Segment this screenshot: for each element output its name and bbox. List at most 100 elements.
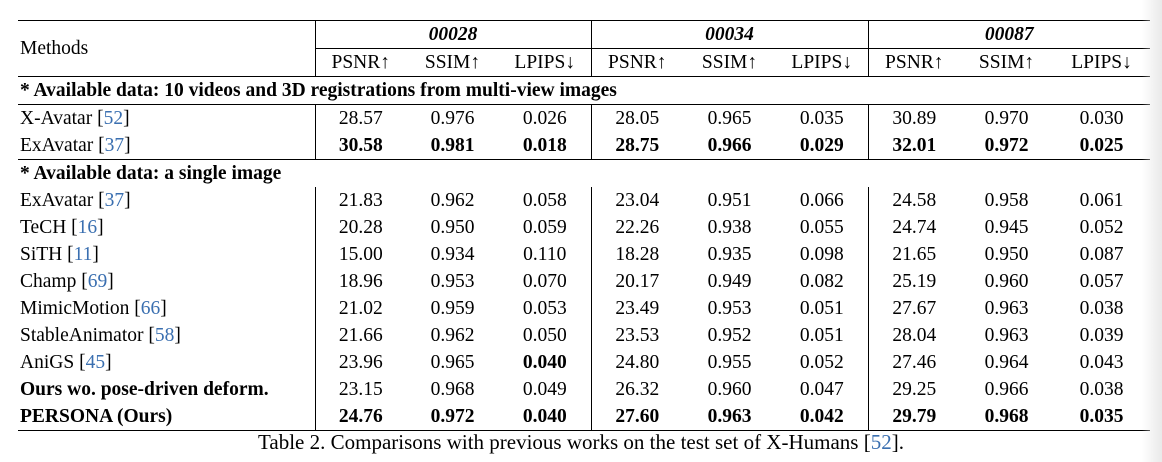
- metric-value-cell: 0.960: [984, 270, 1029, 292]
- metric-value-cell: 0.963: [984, 297, 1029, 319]
- metric-header-psnr: PSNR↑: [885, 51, 944, 73]
- metric-value-cell: 0.981: [430, 134, 475, 156]
- citation-link[interactable]: 66: [140, 297, 161, 319]
- header-row-metrics: PSNR↑ SSIM↑ LPIPS↓ PSNR↑ SSIM↑ LPIPS↓ PS…: [18, 48, 1150, 77]
- metric-value-cell: 0.082: [776, 268, 869, 295]
- metric-value-cell: 30.58: [338, 134, 383, 156]
- metric-value-cell: 0.057: [1079, 270, 1124, 292]
- metric-value-cell: 26.32: [615, 378, 660, 400]
- method-name: AniGS: [20, 351, 75, 373]
- metric-value-cell: 0.972: [984, 134, 1029, 156]
- metric-value-cell: 0.040: [499, 403, 592, 431]
- metric-value-cell: 0.025: [1079, 134, 1124, 156]
- caption-citation[interactable]: 52: [870, 430, 892, 454]
- metric-value-cell: 27.60: [591, 403, 684, 431]
- method-name: Ours wo. pose-driven deform.: [20, 378, 269, 400]
- metric-value-cell: 28.05: [591, 104, 684, 132]
- metric-value-cell: 28.75: [615, 134, 660, 156]
- method-name-cell: TeCH [16]: [18, 214, 316, 241]
- metric-value-cell: 0.035: [1053, 403, 1151, 431]
- metric-header-ssim: SSIM↑: [424, 51, 481, 73]
- citation-link[interactable]: 37: [104, 134, 125, 156]
- metric-value-cell: 0.951: [707, 189, 752, 211]
- metric-value-cell: 0.959: [430, 297, 475, 319]
- table-row: PERSONA (Ours) 24.76 0.972 0.040 27.60 0.963 0…: [18, 403, 1151, 431]
- metric-header-lpips: LPIPS↓: [1071, 51, 1132, 73]
- comparison-table: Methods 00028 00034 00087 PSNR↑ SSIM↑ LP…: [18, 20, 1151, 431]
- section-title: * Available data: a single image: [18, 159, 1151, 187]
- metric-value-cell: 0.026: [499, 104, 592, 132]
- metric-value-cell: 21.65: [892, 243, 937, 265]
- metric-value-cell: 28.57: [315, 104, 406, 132]
- method-name: MimicMotion: [20, 297, 130, 319]
- metric-value-cell: 0.066: [776, 187, 869, 214]
- metric-value-cell: 0.055: [776, 214, 869, 241]
- metric-value-cell: 25.19: [892, 270, 937, 292]
- group-header-00087: 00087: [868, 20, 1151, 49]
- method-name-cell: AniGS [45]: [18, 349, 316, 376]
- table-row: X-Avatar [52] 28.57 0.976 0.026 28.05 0.965 0.…: [18, 104, 1151, 132]
- metric-value-cell: 24.74: [892, 216, 937, 238]
- metric-value-cell: 0.963: [683, 403, 777, 431]
- metric-value-cell: 0.059: [499, 214, 592, 241]
- metric-value-cell: 0.964: [984, 351, 1029, 373]
- metric-value-cell: 0.938: [707, 216, 752, 238]
- metric-value-cell: 0.966: [984, 378, 1029, 400]
- citation-link[interactable]: 16: [77, 216, 98, 238]
- method-name: PERSONA (Ours): [20, 405, 173, 427]
- metric-value-cell: 30.89: [868, 104, 961, 132]
- method-name: SiTH: [20, 243, 63, 265]
- caption-end: ].: [891, 430, 904, 454]
- method-name-cell: SiTH [11]: [18, 241, 316, 268]
- method-name-cell: Ours wo. pose-driven deform.: [18, 376, 316, 403]
- metric-value-cell: 0.962: [430, 189, 475, 211]
- metric-value-cell: 23.96: [338, 351, 383, 373]
- metric-header-lpips: LPIPS↓: [776, 48, 869, 77]
- metric-value-cell: 0.953: [430, 270, 475, 292]
- metric-value-cell: 18.28: [615, 243, 660, 265]
- metric-header-lpips: LPIPS↓: [499, 48, 592, 77]
- methods-header: Methods: [18, 20, 316, 77]
- metric-header-ssim: SSIM↑: [978, 51, 1035, 73]
- section-header-row: * Available data: a single image: [18, 159, 1151, 187]
- metric-value-cell: 0.958: [984, 189, 1029, 211]
- table-caption: Table 2. Comparisons with previous works…: [0, 430, 1162, 455]
- metric-value-cell: 23.04: [615, 189, 660, 211]
- citation-link[interactable]: 45: [85, 351, 106, 373]
- metric-value-cell: 0.962: [430, 324, 475, 346]
- metric-value-cell: 0.968: [960, 403, 1054, 431]
- metric-value-cell: 0.052: [1079, 216, 1124, 238]
- metric-value-cell: 0.955: [707, 351, 752, 373]
- section-header-row: * Available data: 10 videos and 3D regis…: [18, 76, 1151, 105]
- citation-link[interactable]: 37: [104, 189, 125, 211]
- header-row-groups: Methods 00028 00034 00087: [18, 20, 1151, 77]
- metric-value-cell: 0.976: [406, 104, 499, 132]
- metric-value-cell: 0.051: [776, 322, 869, 349]
- metric-value-cell: 18.96: [338, 270, 383, 292]
- metric-header-psnr: PSNR↑: [331, 51, 391, 73]
- method-name-cell: ExAvatar [37]: [18, 132, 316, 160]
- metric-value-cell: 0.965: [430, 351, 475, 373]
- citation-link[interactable]: 58: [154, 324, 175, 346]
- metric-value-cell: 0.968: [430, 378, 475, 400]
- caption-text: Table 2. Comparisons with previous works…: [258, 430, 871, 454]
- metric-value-cell: 32.01: [892, 134, 937, 156]
- group-header-00028: 00028: [315, 20, 592, 49]
- metric-value-cell: 24.58: [892, 189, 937, 211]
- metric-value-cell: 0.050: [499, 322, 592, 349]
- metric-value-cell: 0.950: [430, 216, 475, 238]
- method-name: ExAvatar: [20, 134, 94, 156]
- metric-value-cell: 23.15: [338, 378, 383, 400]
- metric-value-cell: 0.935: [707, 243, 752, 265]
- metric-value-cell: 0.972: [406, 403, 499, 431]
- metric-value-cell: 15.00: [338, 243, 383, 265]
- citation-link[interactable]: 11: [73, 243, 93, 265]
- citation-link[interactable]: 69: [87, 270, 108, 292]
- group-header-00034: 00034: [591, 20, 869, 49]
- metric-value-cell: 0.053: [499, 295, 592, 322]
- metric-value-cell: 29.79: [868, 403, 961, 431]
- citation-link[interactable]: 52: [103, 107, 124, 129]
- metric-header-psnr: PSNR↑: [608, 51, 667, 73]
- metric-value-cell: 21.83: [338, 189, 383, 211]
- metric-value-cell: 0.049: [499, 376, 592, 403]
